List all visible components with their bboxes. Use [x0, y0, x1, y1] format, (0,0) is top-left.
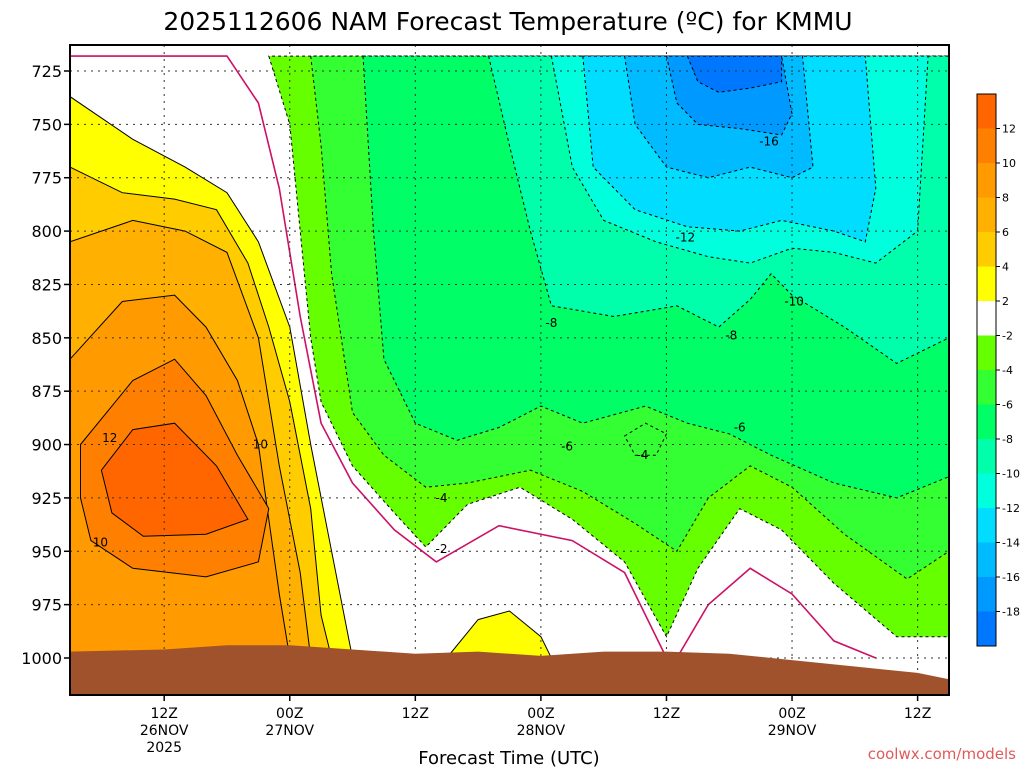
temperature-field	[70, 45, 949, 695]
colorbar-swatch	[977, 542, 996, 578]
colorbar-swatch	[977, 197, 996, 233]
colorbar-tick-label: -4	[1002, 364, 1013, 377]
y-tick-label: 750	[31, 115, 62, 134]
x-tick-label: 00Z	[527, 706, 554, 722]
colorbar-tick-label: -16	[1002, 571, 1020, 584]
x-tick-label: 12Z	[150, 706, 177, 722]
colorbar-swatch	[977, 128, 996, 164]
terrain-surface	[70, 645, 949, 695]
y-tick-label: 725	[31, 62, 62, 81]
contour-label: -2	[435, 542, 447, 556]
x-tick-label: 27NOV	[265, 723, 314, 739]
colorbar-tick-label: -2	[1002, 330, 1013, 343]
contour-label: 10	[93, 536, 108, 550]
contour-label: -12	[675, 230, 695, 244]
colorbar-legend: 12 10 8 6 4 2 -2 -4 -6 -8 -10 -12 -14 -16 -18	[976, 93, 1020, 647]
x-tick-label: 12Z	[653, 706, 680, 722]
y-tick-label: 800	[31, 222, 62, 241]
chart-title: 2025112606 NAM Forecast Temperature (ºC)…	[163, 7, 852, 36]
contour-label: -10	[784, 295, 804, 309]
y-tick-label: 825	[31, 275, 62, 294]
colorbar-tick-label: 12	[1002, 123, 1016, 136]
colorbar-tick-label: -18	[1002, 606, 1020, 619]
colorbar-swatch	[977, 370, 996, 405]
x-tick-label: 2025	[146, 740, 182, 756]
temperature-band-9	[676, 568, 876, 658]
contour-label: 12	[102, 431, 117, 445]
colorbar-tick-label: 6	[1002, 226, 1009, 239]
contour-label: -6	[561, 440, 573, 454]
colorbar-tick-label: -10	[1002, 468, 1020, 481]
temperature-band-19	[686, 55, 783, 93]
colorbar-swatch	[977, 94, 996, 129]
colorbar-swatch	[977, 301, 996, 336]
contour-label: -16	[759, 134, 779, 148]
contour-label: -6	[734, 420, 746, 434]
colorbar-tick-label: 8	[1002, 192, 1009, 205]
colorbar-swatch	[977, 163, 996, 198]
ground-surface	[70, 645, 949, 695]
contour-labels: 12 10 10 -2 -4 -6 -4 -6 -8 -8 -10 -12 -16	[93, 134, 804, 556]
colorbar-swatch	[977, 232, 996, 267]
colorbar-tick-label: 2	[1002, 295, 1009, 308]
colorbar-swatch	[977, 508, 996, 543]
colorbar-swatch	[977, 335, 996, 371]
contour-label: -8	[725, 329, 737, 343]
x-tick-label: 12Z	[402, 706, 429, 722]
y-tick-label: 925	[31, 489, 62, 508]
x-tick-label: 29NOV	[768, 723, 817, 739]
y-tick-label: 900	[31, 436, 62, 455]
y-tick-label: 850	[31, 329, 62, 348]
colorbar-tick-label: -6	[1002, 399, 1013, 412]
x-tick-label: 12Z	[904, 706, 931, 722]
colorbar-tick-label: 10	[1002, 157, 1016, 170]
colorbar-swatch	[977, 473, 996, 509]
temperature-band-6	[100, 422, 249, 537]
colorbar-swatch	[977, 266, 996, 302]
colorbar-tick-label: -8	[1002, 433, 1013, 446]
y-tick-label: 975	[31, 596, 62, 615]
x-axis-label: Forecast Time (UTC)	[418, 748, 599, 768]
colorbar-tick-label: -14	[1002, 537, 1020, 550]
y-tick-label: 950	[31, 542, 62, 561]
x-tick-label: 00Z	[276, 706, 303, 722]
contour-label: -4	[435, 491, 447, 505]
y-tick-label: 875	[31, 382, 62, 401]
contour-label: -8	[545, 316, 557, 330]
y-tick-label: 775	[31, 169, 62, 188]
colorbar-swatch	[977, 439, 996, 474]
y-tick-label: 1000	[21, 649, 62, 668]
contour-label: 10	[253, 438, 268, 452]
plot-frame	[69, 44, 950, 696]
colorbar-swatch	[977, 577, 996, 612]
zero-degree-line-1	[676, 567, 877, 659]
credit-link[interactable]: coolwx.com/models	[868, 745, 1016, 763]
x-tick-label: 00Z	[778, 706, 805, 722]
x-tick-label: 26NOV	[140, 723, 189, 739]
colorbar-swatch	[977, 404, 996, 440]
colorbar-tick-label: -12	[1002, 502, 1020, 515]
x-tick-label: 28NOV	[517, 723, 566, 739]
pressure-axis: 725 750 775 800 825 850 875 900 925 950 975 1000	[21, 62, 70, 668]
colorbar-tick-label: 4	[1002, 261, 1009, 274]
colorbar-swatch	[977, 611, 996, 647]
contour-label: -4	[636, 448, 648, 462]
temperature-band-12	[623, 422, 668, 456]
zero-degree-line-0	[70, 55, 668, 659]
